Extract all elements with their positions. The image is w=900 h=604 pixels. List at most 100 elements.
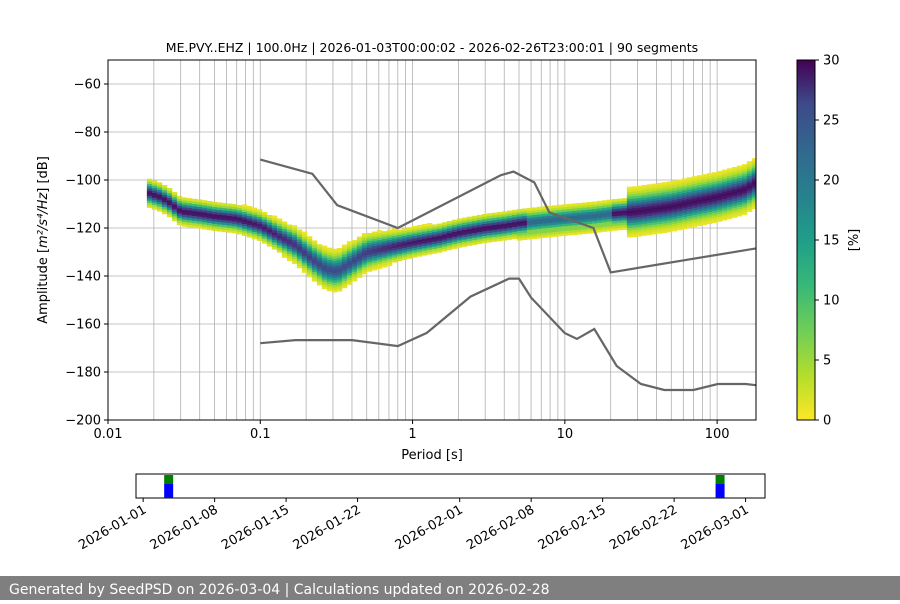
- heatmap-cell: [691, 200, 698, 204]
- heatmap-cell: [261, 240, 268, 244]
- heatmap-cell: [171, 201, 178, 205]
- heatmap-cell: [231, 213, 238, 217]
- heatmap-cell: [371, 250, 378, 254]
- heatmap-cell: [426, 251, 433, 255]
- heatmap-cell: [601, 207, 608, 211]
- heatmap-cell: [631, 234, 638, 238]
- heatmap-cell: [151, 206, 158, 210]
- heatmap-cell: [396, 229, 403, 233]
- heatmap-cell: [256, 235, 263, 239]
- heatmap-cell: [671, 209, 678, 213]
- heatmap-cell: [741, 200, 748, 203]
- heatmap-cell: [581, 228, 588, 232]
- heatmap-cell: [636, 185, 643, 189]
- heatmap-cell: [601, 202, 608, 206]
- heatmap-cell: [471, 227, 478, 231]
- heatmap-cell: [681, 226, 688, 230]
- heatmap-cell: [176, 222, 183, 226]
- heatmap-cell: [551, 219, 558, 223]
- heatmap-cell: [731, 195, 738, 199]
- heatmap-cell: [291, 258, 298, 262]
- heatmap-cell: [246, 206, 253, 209]
- heatmap-cell: [676, 201, 683, 204]
- heatmap-cell: [321, 274, 328, 278]
- heatmap-cell: [596, 208, 603, 211]
- heatmap-cell: [151, 197, 158, 201]
- heatmap-cell: [266, 234, 273, 237]
- heatmap-cell: [296, 258, 303, 262]
- heatmap-cell: [156, 199, 163, 202]
- heatmap-cell: [631, 219, 638, 223]
- heatmap-cell: [721, 193, 728, 197]
- heatmap-cell: [346, 274, 353, 278]
- heatmap-cell: [451, 243, 458, 247]
- heatmap-cell: [666, 191, 673, 194]
- heatmap-cell: [571, 215, 578, 219]
- heatmap-cell: [606, 228, 613, 232]
- heatmap-cell: [261, 233, 268, 237]
- heatmap-cell: [721, 212, 728, 216]
- heatmap-cell: [536, 209, 543, 213]
- heatmap-cell: [211, 211, 218, 215]
- heatmap-cell: [646, 196, 653, 200]
- heatmap-cell: [696, 216, 703, 219]
- heatmap-cell: [276, 235, 283, 239]
- heatmap-cell: [316, 258, 323, 262]
- heatmap-cell: [331, 258, 338, 262]
- heatmap-cell: [686, 220, 693, 224]
- y-tick-label: −180: [65, 366, 101, 381]
- heatmap-cell: [366, 252, 373, 256]
- timeline-tick-label: 2026-01-01: [76, 502, 149, 553]
- heatmap-cell: [651, 205, 658, 209]
- heatmap-cell: [541, 230, 548, 234]
- heatmap-cell: [516, 209, 523, 212]
- heatmap-cell: [426, 230, 433, 234]
- heatmap-cell: [166, 200, 173, 203]
- heatmap-cell: [736, 208, 743, 212]
- heatmap-cell: [226, 210, 233, 214]
- heatmap-cell: [611, 220, 618, 224]
- heatmap-cell: [376, 246, 383, 250]
- heatmap-cell: [596, 200, 603, 204]
- heatmap-cell: [146, 200, 153, 204]
- heatmap-cell: [711, 184, 718, 187]
- heatmap-cell: [611, 227, 618, 231]
- heatmap-cell: [551, 226, 558, 230]
- heatmap-cell: [746, 173, 753, 176]
- heatmap-cell: [191, 220, 198, 224]
- heatmap-cell: [556, 209, 563, 213]
- heatmap-cell: [181, 204, 188, 208]
- heatmap-cell: [446, 240, 453, 243]
- heatmap-cell: [566, 230, 573, 234]
- heatmap-cell: [546, 229, 553, 233]
- heatmap-cell: [566, 208, 573, 212]
- heatmap-cell: [376, 251, 383, 255]
- heatmap-cell: [456, 237, 463, 241]
- heatmap-cell: [491, 231, 498, 235]
- heatmap-cell: [706, 177, 713, 181]
- heatmap-cell: [656, 206, 663, 210]
- heatmap-cell: [646, 201, 653, 204]
- heatmap-cell: [301, 248, 308, 252]
- heatmap-cell: [326, 269, 333, 273]
- heatmap-cell: [581, 202, 588, 206]
- heatmap-cell: [421, 238, 428, 242]
- heatmap-cell: [671, 228, 678, 232]
- heatmap-cell: [686, 189, 693, 193]
- heatmap-cell: [356, 255, 363, 259]
- heatmap-cell: [306, 245, 313, 249]
- heatmap-cell: [251, 219, 258, 223]
- heatmap-cell: [456, 223, 463, 227]
- heatmap-cell: [436, 235, 443, 239]
- heatmap-cell: [516, 228, 523, 232]
- heatmap-cell: [696, 189, 703, 193]
- heatmap-cell: [521, 218, 528, 221]
- heatmap-cell: [481, 240, 488, 244]
- heatmap-cell: [636, 216, 643, 220]
- heatmap-cell: [321, 255, 328, 259]
- heatmap-cell: [661, 194, 668, 197]
- heatmap-cell: [586, 211, 593, 215]
- heatmap-cell: [641, 230, 648, 234]
- heatmap-cell: [726, 185, 733, 188]
- heatmap-cell: [736, 177, 743, 181]
